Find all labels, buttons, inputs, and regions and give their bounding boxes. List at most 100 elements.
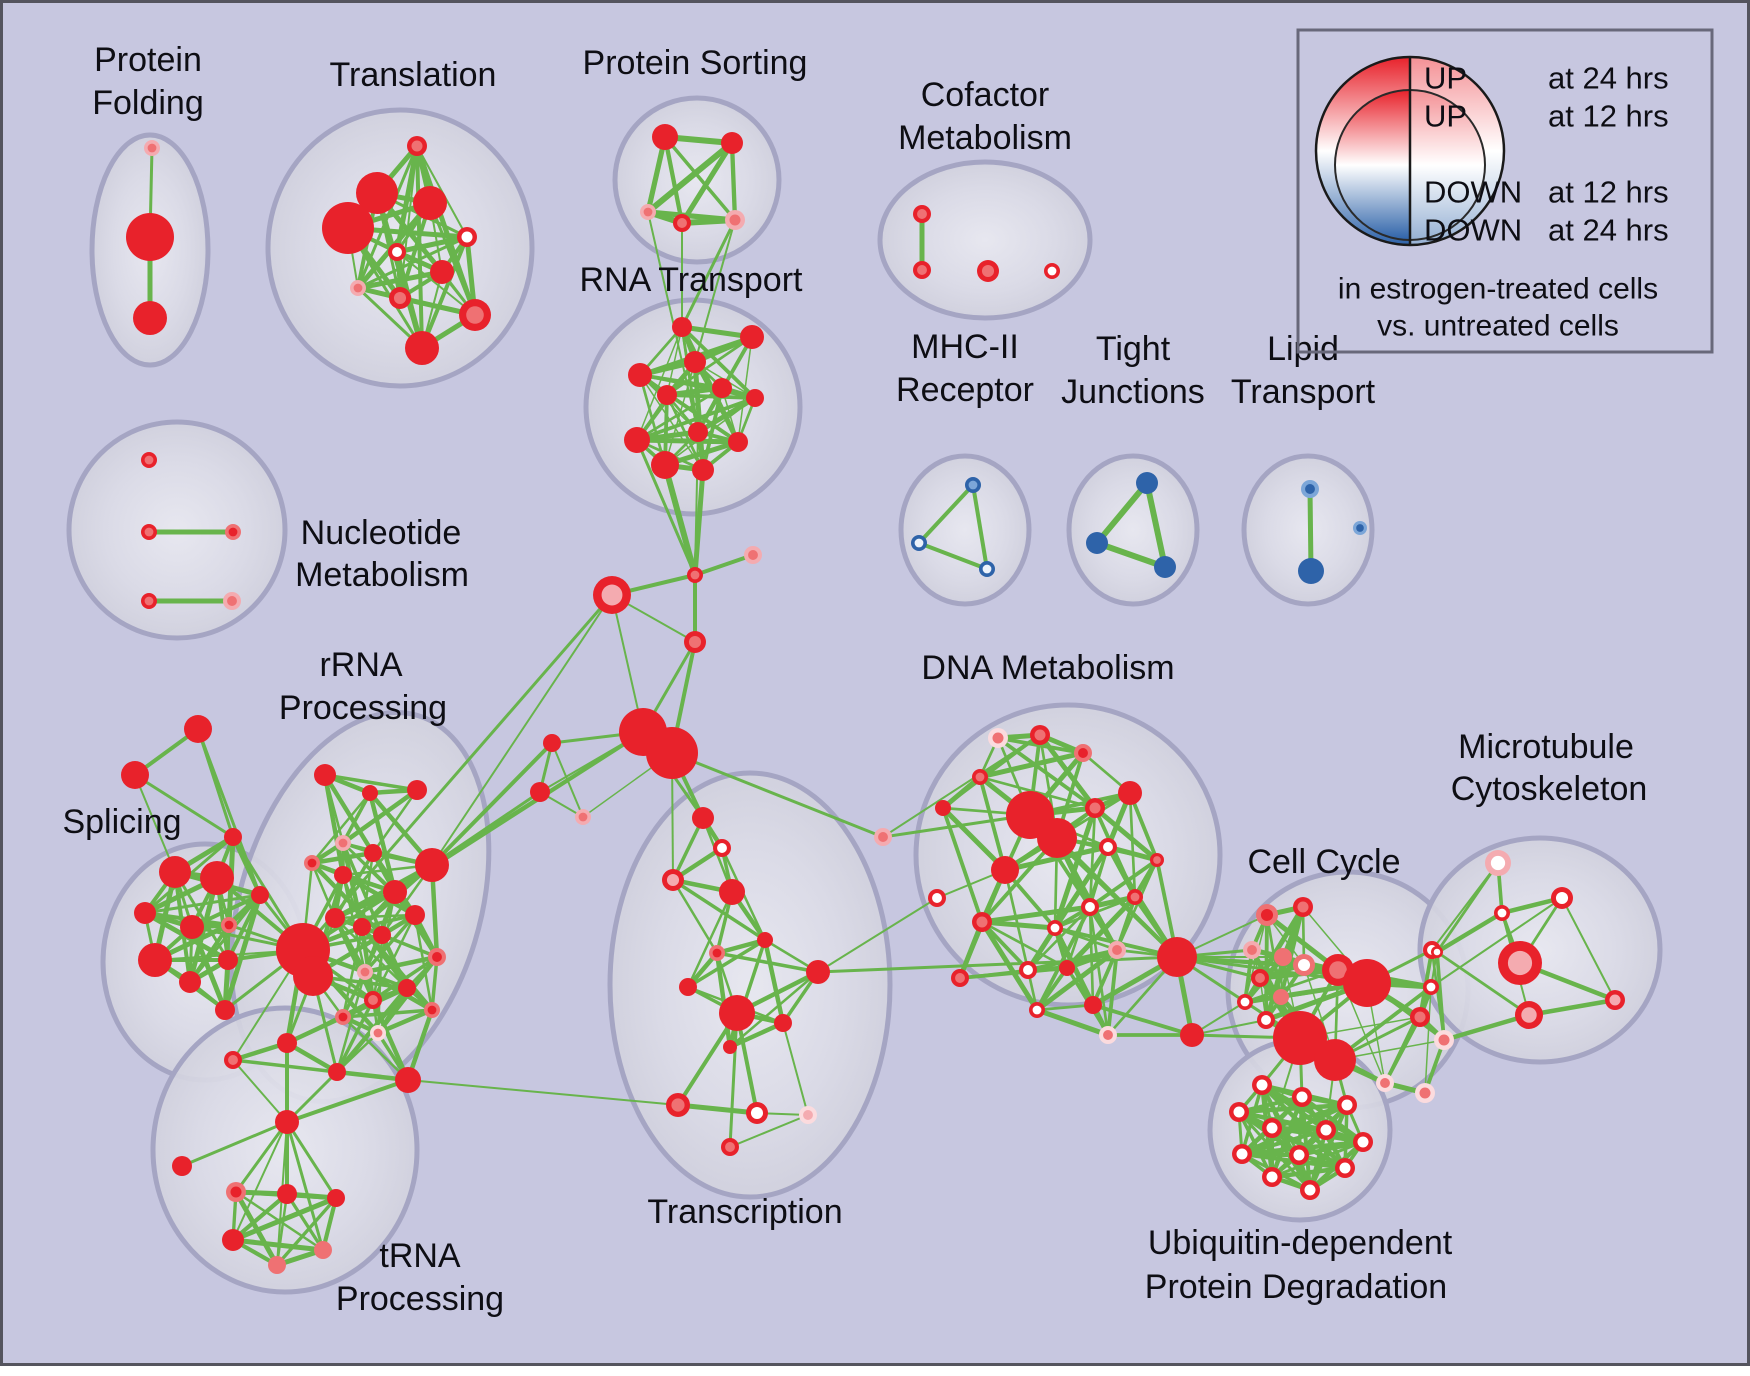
network-node-core [1497,908,1507,918]
cluster-label-16: Processing [279,689,447,727]
network-node-core [1032,1005,1042,1015]
network-edge [762,937,786,1026]
network-edge [694,219,736,363]
network-edge [413,913,434,1012]
network-node [362,785,378,801]
network-node [646,727,698,779]
network-node-core [1103,1030,1113,1040]
cluster-label-20: Microtubule [1458,728,1634,766]
network-node-core [1240,997,1250,1007]
network-node [1157,937,1197,977]
network-node [1298,558,1324,584]
network-node [1273,1011,1327,1065]
network-edge [636,326,683,441]
network-node-core [578,812,588,822]
network-node [353,918,371,936]
network-node-core [368,995,378,1005]
legend-entry-direction-1: UP [1424,99,1467,134]
network-node-core [227,596,237,606]
cluster-label-0: Protein [94,41,202,79]
network-edge [371,788,419,855]
network-node-core [230,1186,242,1198]
network-node-core [643,207,653,217]
network-node-core [1438,1034,1450,1046]
network-node-core [1256,1079,1268,1091]
network-edge [1240,1128,1328,1156]
network-node-core [1320,1124,1332,1136]
network-node-core [1047,266,1057,276]
network-edge [230,1191,290,1243]
network-edge [1144,480,1168,570]
network-node-core [1255,973,1265,983]
network-node [692,459,714,481]
network-node-core [712,948,722,958]
network-edge [670,751,885,839]
network-node [723,1040,737,1054]
network-node [415,848,449,882]
network-node-core [729,214,741,226]
network-node-core [1023,965,1033,975]
network-edge [816,955,1179,974]
network-node-core [427,1005,437,1015]
network-edge [1034,1007,1111,1038]
network-node-core [1050,923,1060,933]
network-edge [380,933,439,959]
label-layer: Protein Folding Translation Protein Sorting… [62,41,1647,1318]
cluster-label-22: tRNA [379,1237,461,1275]
network-edge [431,594,613,866]
network-node [935,800,951,816]
legend-entry-time-1: at 12 hrs [1548,99,1669,134]
network-node [251,886,269,904]
network-edge [1002,844,1111,873]
cluster-label-10: Junctions [1061,373,1205,411]
network-edge [1064,894,1138,971]
network-edge [882,734,1041,838]
network-node-core [461,231,473,243]
network-node-core [1266,1122,1278,1134]
cluster-label-21: Cytoskeleton [1451,770,1648,808]
network-edge [341,970,367,1019]
network-node [126,213,174,261]
network-edge [414,143,478,318]
network-edge [1092,805,1160,863]
cluster-label-9: Tight [1096,330,1171,368]
network-edge [134,774,176,873]
network-node-core [917,209,927,219]
network-node-core [1426,982,1436,992]
network-edge [180,1120,289,1168]
network-node-core [1034,729,1046,741]
network-edge [727,1020,786,1050]
network-node [277,1033,297,1053]
network-edge [285,1192,325,1252]
network-edge [196,727,262,897]
cluster-label-12: Transport [1231,373,1376,411]
network-edge [285,1120,338,1200]
network-node [1059,960,1075,976]
cluster-label-18: DNA Metabolism [921,649,1174,687]
network-edge [301,593,614,952]
network-node-core [688,635,702,649]
network-edge [371,913,417,1002]
network-edge [728,1011,739,1149]
network-node [222,1229,244,1251]
network-node-core [1293,1149,1305,1161]
network-edge [671,816,705,882]
cluster-label-25: Ubiquitin-dependent [1148,1224,1453,1262]
network-edge [694,431,699,576]
network-edge [693,553,755,577]
network-edge [1435,950,1446,1042]
network-edge [714,937,768,956]
network-node [757,932,773,948]
network-edge [407,1079,679,1106]
network-node [657,385,677,405]
network-node-core [1089,802,1101,814]
network-node [721,132,743,154]
network-node-core [1112,945,1122,955]
cluster-label-1: Folding [92,84,204,122]
network-node [684,351,706,373]
network-edge [234,1120,289,1194]
network-edge [917,541,989,571]
network-node-core [1521,1007,1537,1023]
network-node-core [1261,1015,1271,1025]
